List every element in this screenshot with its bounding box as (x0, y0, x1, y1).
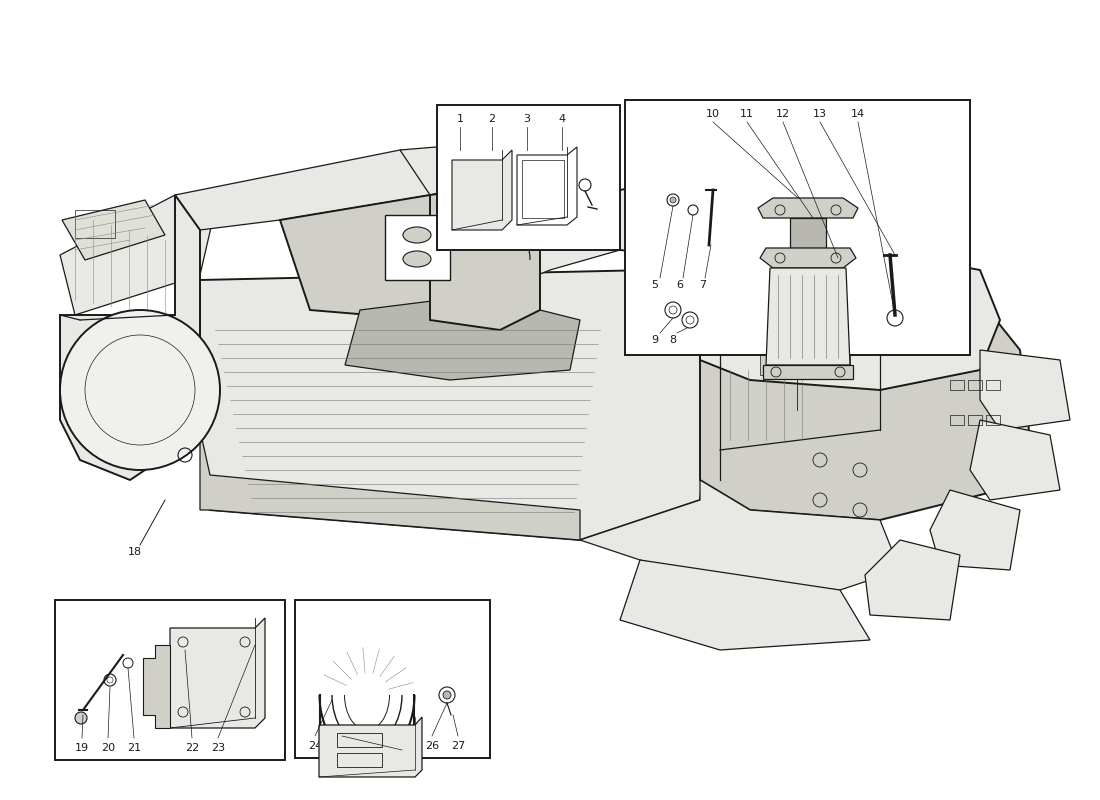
Text: 18: 18 (128, 547, 142, 557)
Text: 14: 14 (851, 109, 865, 119)
Polygon shape (930, 490, 1020, 570)
Text: 12: 12 (776, 109, 790, 119)
Text: 6: 6 (676, 280, 683, 290)
Text: 20: 20 (101, 743, 116, 753)
Bar (763, 365, 852, 379)
Polygon shape (980, 350, 1070, 430)
Polygon shape (452, 150, 512, 230)
Polygon shape (620, 160, 900, 265)
Circle shape (443, 691, 451, 699)
Text: 25: 25 (334, 741, 349, 751)
Ellipse shape (403, 227, 431, 243)
Bar (760, 330, 850, 375)
Bar (968, 380, 982, 390)
Polygon shape (200, 430, 580, 540)
Polygon shape (758, 198, 858, 218)
Polygon shape (700, 250, 1000, 390)
Text: 10: 10 (706, 109, 721, 119)
Bar (986, 380, 1000, 390)
Text: 22: 22 (185, 743, 199, 753)
Text: 16: 16 (503, 163, 517, 173)
Polygon shape (766, 268, 850, 365)
Text: 23: 23 (211, 743, 226, 753)
Text: 21: 21 (126, 743, 141, 753)
Bar (522, 160, 564, 218)
Bar (75, 210, 116, 238)
Bar (337, 733, 382, 747)
Polygon shape (62, 200, 165, 260)
Polygon shape (970, 420, 1060, 500)
Polygon shape (580, 480, 900, 590)
Bar (986, 415, 1000, 425)
Text: 2: 2 (488, 114, 496, 124)
Bar (800, 285, 855, 315)
Polygon shape (175, 150, 450, 230)
Bar (385, 215, 450, 280)
Text: 11: 11 (740, 109, 754, 119)
Text: 24: 24 (308, 741, 322, 751)
Bar (950, 380, 964, 390)
Text: 3: 3 (524, 114, 530, 124)
Polygon shape (760, 248, 856, 268)
Bar (625, 100, 970, 355)
Bar (968, 415, 982, 425)
Text: 27: 27 (451, 741, 465, 751)
Text: 15: 15 (473, 168, 487, 178)
Text: 7: 7 (700, 280, 706, 290)
Text: 13: 13 (813, 109, 827, 119)
Polygon shape (517, 147, 578, 225)
Bar (790, 218, 826, 248)
Polygon shape (319, 717, 422, 777)
Circle shape (670, 197, 676, 203)
Text: 1: 1 (456, 114, 463, 124)
Polygon shape (143, 645, 170, 728)
Bar (55, 600, 285, 760)
Ellipse shape (403, 251, 431, 267)
Text: 8: 8 (670, 335, 676, 345)
Bar (950, 415, 964, 425)
Polygon shape (400, 140, 560, 220)
Text: 4: 4 (559, 114, 565, 124)
Text: 26: 26 (425, 741, 439, 751)
Circle shape (60, 310, 220, 470)
Bar (437, 105, 620, 250)
Circle shape (75, 712, 87, 724)
Polygon shape (60, 195, 215, 315)
Polygon shape (280, 195, 510, 320)
Text: 5: 5 (651, 280, 659, 290)
Polygon shape (700, 300, 1030, 520)
Polygon shape (620, 560, 870, 650)
Polygon shape (430, 185, 540, 330)
Polygon shape (345, 295, 580, 380)
Polygon shape (170, 618, 265, 728)
Text: 17: 17 (531, 158, 546, 168)
Polygon shape (865, 540, 960, 620)
Polygon shape (200, 270, 720, 540)
Text: 9: 9 (651, 335, 659, 345)
Bar (337, 753, 382, 767)
Polygon shape (60, 195, 200, 480)
Bar (295, 600, 490, 758)
Polygon shape (430, 165, 620, 290)
Text: 19: 19 (75, 743, 89, 753)
